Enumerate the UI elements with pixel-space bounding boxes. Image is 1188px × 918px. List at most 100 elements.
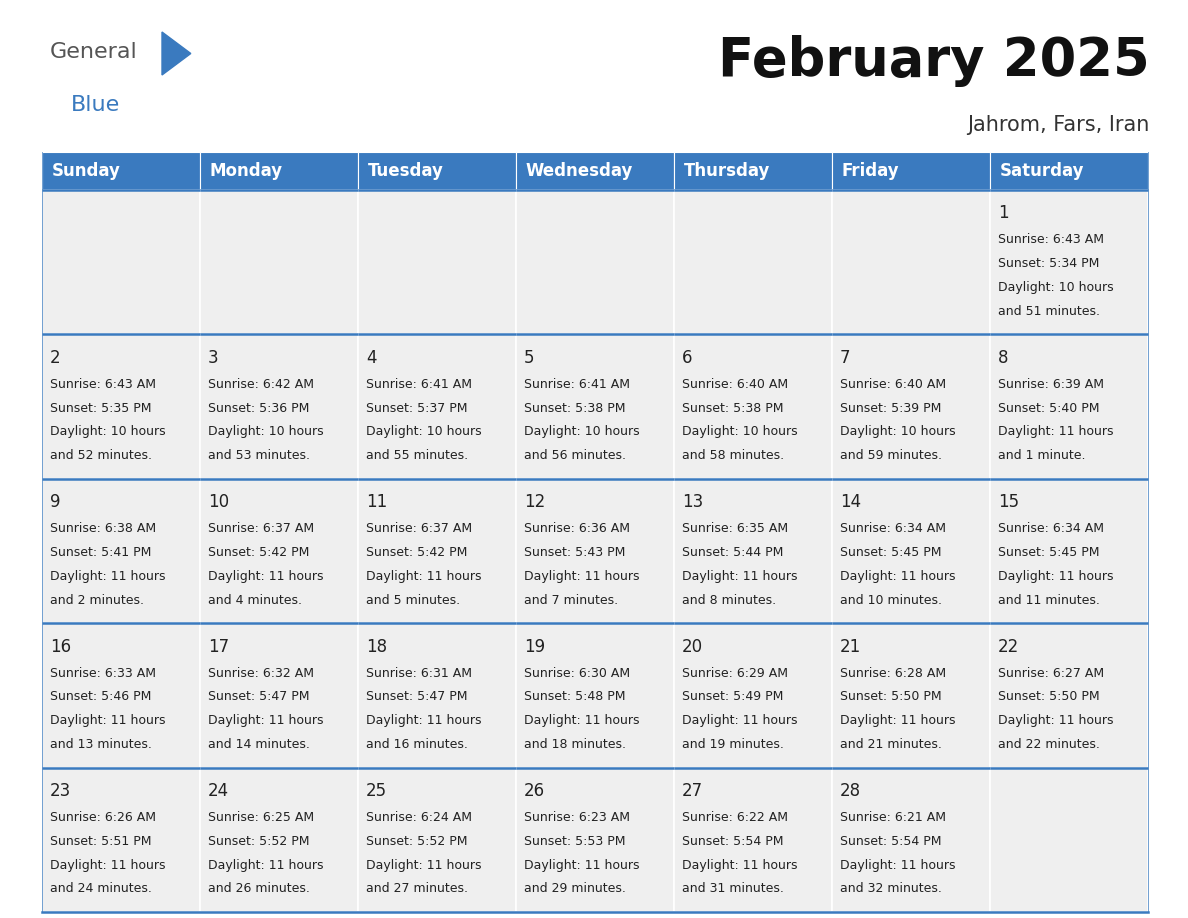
Text: 3: 3 [208, 349, 219, 367]
Bar [42, 479, 200, 623]
Text: Sunrise: 6:37 AM: Sunrise: 6:37 AM [366, 522, 472, 535]
Text: and 8 minutes.: and 8 minutes. [682, 594, 776, 607]
Text: Wednesday: Wednesday [525, 162, 633, 180]
Text: 21: 21 [840, 638, 861, 655]
Text: Sunrise: 6:41 AM: Sunrise: 6:41 AM [366, 377, 472, 391]
Text: Sunrise: 6:41 AM: Sunrise: 6:41 AM [524, 377, 630, 391]
Text: Daylight: 10 hours: Daylight: 10 hours [50, 425, 165, 439]
Text: and 52 minutes.: and 52 minutes. [50, 449, 152, 462]
Text: and 59 minutes.: and 59 minutes. [840, 449, 942, 462]
Text: Daylight: 11 hours: Daylight: 11 hours [50, 858, 165, 871]
Text: and 10 minutes.: and 10 minutes. [840, 594, 942, 607]
Text: 24: 24 [208, 782, 229, 800]
Bar [200, 479, 358, 623]
Text: Daylight: 11 hours: Daylight: 11 hours [524, 714, 639, 727]
Text: Daylight: 11 hours: Daylight: 11 hours [998, 714, 1113, 727]
Text: Sunset: 5:54 PM: Sunset: 5:54 PM [840, 834, 941, 847]
Bar [358, 190, 516, 334]
Text: Sunset: 5:46 PM: Sunset: 5:46 PM [50, 690, 151, 703]
Bar [674, 334, 832, 479]
Text: and 31 minutes.: and 31 minutes. [682, 882, 784, 895]
Bar [674, 190, 832, 334]
Text: Sunrise: 6:36 AM: Sunrise: 6:36 AM [524, 522, 630, 535]
Bar [516, 190, 674, 334]
Bar [832, 190, 990, 334]
Text: and 7 minutes.: and 7 minutes. [524, 594, 618, 607]
Text: 22: 22 [998, 638, 1019, 655]
Text: Sunrise: 6:37 AM: Sunrise: 6:37 AM [208, 522, 314, 535]
Text: Sunset: 5:47 PM: Sunset: 5:47 PM [208, 690, 309, 703]
Bar [516, 767, 674, 912]
Text: Thursday: Thursday [683, 162, 770, 180]
Text: Daylight: 11 hours: Daylight: 11 hours [208, 714, 323, 727]
Text: Sunrise: 6:23 AM: Sunrise: 6:23 AM [524, 811, 630, 824]
Polygon shape [162, 32, 191, 75]
Bar [200, 767, 358, 912]
Text: and 21 minutes.: and 21 minutes. [840, 738, 942, 751]
Text: Daylight: 11 hours: Daylight: 11 hours [682, 714, 797, 727]
Text: and 56 minutes.: and 56 minutes. [524, 449, 626, 462]
Text: Sunrise: 6:26 AM: Sunrise: 6:26 AM [50, 811, 156, 824]
Text: and 53 minutes.: and 53 minutes. [208, 449, 310, 462]
Text: Sunset: 5:36 PM: Sunset: 5:36 PM [208, 401, 309, 415]
Text: Daylight: 11 hours: Daylight: 11 hours [50, 570, 165, 583]
Text: Sunrise: 6:31 AM: Sunrise: 6:31 AM [366, 666, 472, 679]
Text: and 29 minutes.: and 29 minutes. [524, 882, 626, 895]
Text: Sunrise: 6:40 AM: Sunrise: 6:40 AM [840, 377, 946, 391]
Bar [674, 479, 832, 623]
Text: and 4 minutes.: and 4 minutes. [208, 594, 302, 607]
Text: Sunrise: 6:33 AM: Sunrise: 6:33 AM [50, 666, 156, 679]
Bar [990, 623, 1148, 767]
Text: Daylight: 11 hours: Daylight: 11 hours [524, 858, 639, 871]
Text: 14: 14 [840, 493, 861, 511]
Text: and 1 minute.: and 1 minute. [998, 449, 1086, 462]
Text: Daylight: 11 hours: Daylight: 11 hours [840, 858, 955, 871]
Text: Sunrise: 6:35 AM: Sunrise: 6:35 AM [682, 522, 788, 535]
Text: 20: 20 [682, 638, 703, 655]
Text: and 24 minutes.: and 24 minutes. [50, 882, 152, 895]
Text: Jahrom, Fars, Iran: Jahrom, Fars, Iran [967, 115, 1150, 135]
Bar [516, 152, 674, 190]
Text: Daylight: 11 hours: Daylight: 11 hours [524, 570, 639, 583]
Text: 16: 16 [50, 638, 71, 655]
Text: Daylight: 10 hours: Daylight: 10 hours [998, 281, 1113, 294]
Bar [990, 152, 1148, 190]
Text: and 51 minutes.: and 51 minutes. [998, 305, 1100, 318]
Text: Sunset: 5:37 PM: Sunset: 5:37 PM [366, 401, 467, 415]
Bar [990, 479, 1148, 623]
Bar [42, 767, 200, 912]
Text: and 55 minutes.: and 55 minutes. [366, 449, 468, 462]
Text: and 58 minutes.: and 58 minutes. [682, 449, 784, 462]
Text: Daylight: 10 hours: Daylight: 10 hours [366, 425, 481, 439]
Text: Sunset: 5:42 PM: Sunset: 5:42 PM [366, 546, 467, 559]
Text: Daylight: 11 hours: Daylight: 11 hours [50, 714, 165, 727]
Text: 10: 10 [208, 493, 229, 511]
Text: Sunrise: 6:39 AM: Sunrise: 6:39 AM [998, 377, 1104, 391]
Text: and 16 minutes.: and 16 minutes. [366, 738, 468, 751]
Bar [200, 152, 358, 190]
Bar [358, 479, 516, 623]
Text: and 26 minutes.: and 26 minutes. [208, 882, 310, 895]
Text: 5: 5 [524, 349, 535, 367]
Text: Daylight: 11 hours: Daylight: 11 hours [840, 570, 955, 583]
Bar [674, 152, 832, 190]
Text: 4: 4 [366, 349, 377, 367]
Text: Daylight: 11 hours: Daylight: 11 hours [366, 714, 481, 727]
Bar [674, 623, 832, 767]
Text: and 19 minutes.: and 19 minutes. [682, 738, 784, 751]
Text: Sunrise: 6:28 AM: Sunrise: 6:28 AM [840, 666, 946, 679]
Text: 7: 7 [840, 349, 851, 367]
Text: Monday: Monday [209, 162, 283, 180]
Text: Sunrise: 6:43 AM: Sunrise: 6:43 AM [998, 233, 1104, 246]
Text: Daylight: 11 hours: Daylight: 11 hours [366, 858, 481, 871]
Text: Sunrise: 6:32 AM: Sunrise: 6:32 AM [208, 666, 314, 679]
Text: 26: 26 [524, 782, 545, 800]
Bar [832, 479, 990, 623]
Text: General: General [50, 42, 138, 62]
Text: and 18 minutes.: and 18 minutes. [524, 738, 626, 751]
Text: and 14 minutes.: and 14 minutes. [208, 738, 310, 751]
Text: 25: 25 [366, 782, 387, 800]
Text: 19: 19 [524, 638, 545, 655]
Bar [42, 334, 200, 479]
Bar [358, 152, 516, 190]
